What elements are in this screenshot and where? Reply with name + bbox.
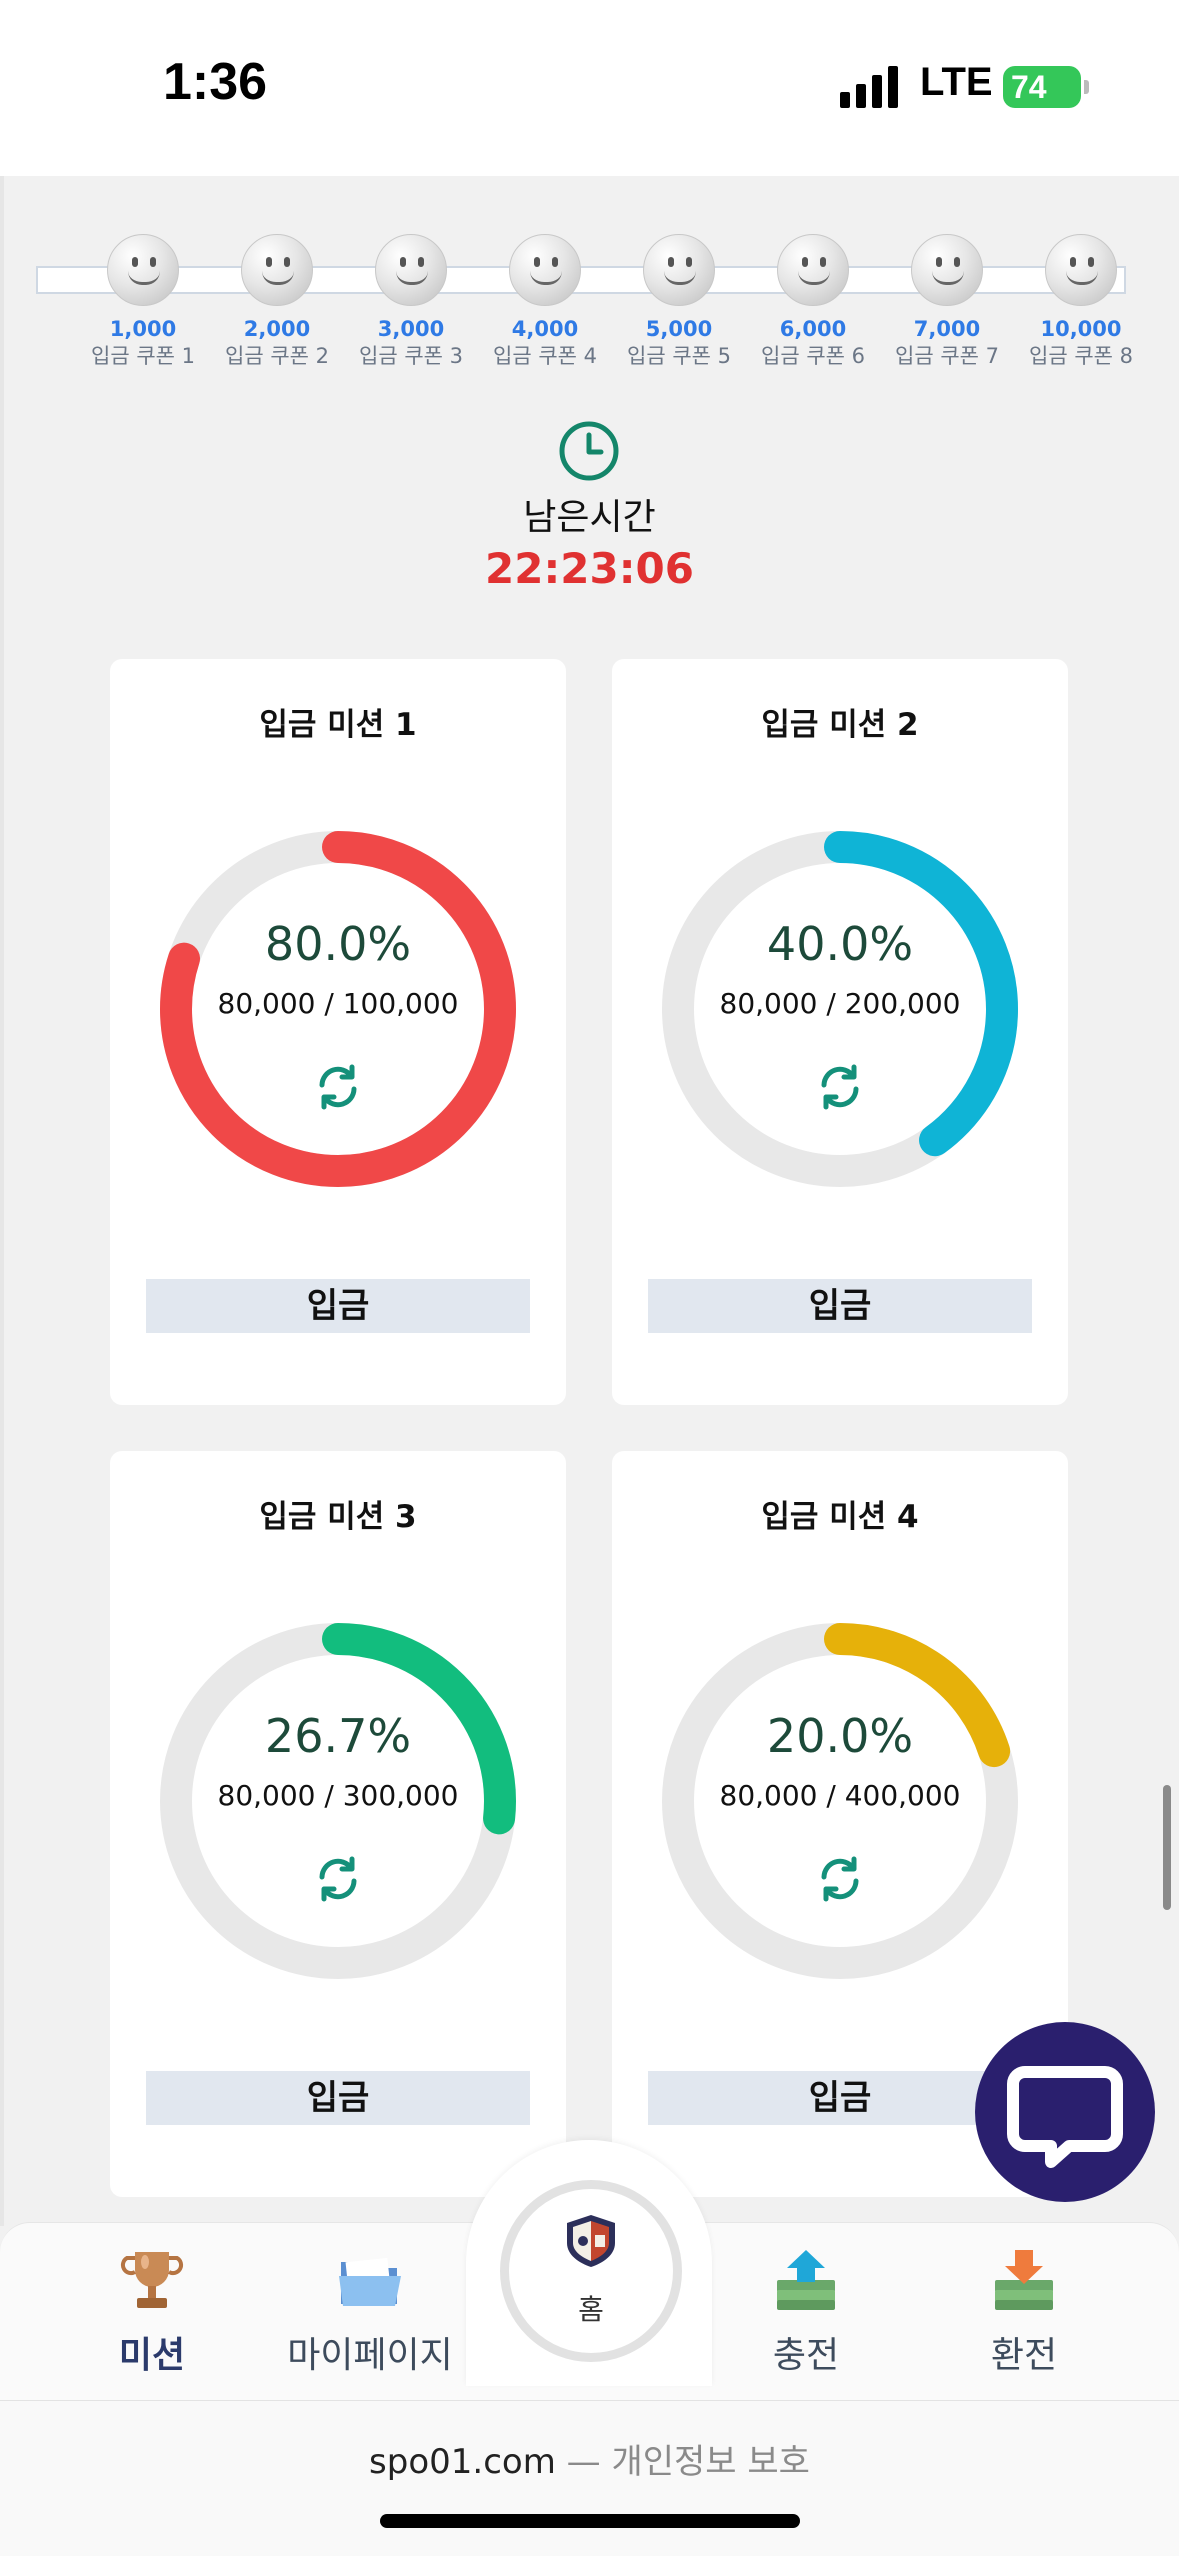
coupon-amount: 1,000: [109, 317, 177, 341]
nav-home[interactable]: [500, 2180, 682, 2362]
privacy-link[interactable]: 개인정보 보호: [611, 2442, 810, 2482]
deposit-button[interactable]: 입금: [648, 1279, 1032, 1333]
coupon-item: 3,000 입금 쿠폰 3: [341, 234, 481, 370]
chat-button[interactable]: [975, 2022, 1155, 2202]
nav-exchange[interactable]: 환전: [924, 2246, 1124, 2378]
smiley-ball-icon: [375, 234, 447, 306]
coupon-item: 5,000 입금 쿠폰 5: [609, 234, 749, 370]
deposit-button[interactable]: 입금: [648, 2071, 1032, 2125]
coupon-amount: 4,000: [511, 317, 579, 341]
home-logo-icon: [567, 2215, 615, 2267]
url-separator: —: [555, 2442, 612, 2482]
smiley-ball-icon: [107, 234, 179, 306]
url-text[interactable]: spo01.com — 개인정보 보호: [0, 2434, 1179, 2483]
mission-title: 입금 미션 2: [761, 707, 919, 743]
refresh-icon[interactable]: [310, 1059, 366, 1115]
refresh-icon[interactable]: [310, 1851, 366, 1907]
url-domain: spo01.com: [369, 2442, 556, 2482]
deposit-button[interactable]: 입금: [146, 1279, 530, 1333]
network-type: LTE: [920, 60, 993, 104]
coupon-label: 입금 쿠폰 4: [493, 344, 597, 368]
smiley-ball-icon: [1045, 234, 1117, 306]
nav-mission-label: 미션: [118, 2335, 186, 2376]
coupon-item: 4,000 입금 쿠폰 4: [475, 234, 615, 370]
status-time: 1:36: [163, 53, 268, 111]
coupon-amount: 3,000: [377, 317, 445, 341]
smiley-ball-icon: [241, 234, 313, 306]
battery-icon: 74: [1003, 66, 1089, 108]
mission-ratio: 80,000 / 300,000: [217, 1779, 459, 1812]
mission-title: 입금 미션 1: [259, 707, 417, 743]
mission-percent: 20.0%: [766, 1709, 914, 1763]
smiley-ball-icon: [777, 234, 849, 306]
coupon-amount: 7,000: [913, 317, 981, 341]
trophy-icon: [120, 2252, 184, 2308]
scrollbar[interactable]: [1163, 1785, 1171, 1910]
coupon-label: 입금 쿠폰 6: [761, 344, 865, 368]
browser-url-bar[interactable]: [0, 2400, 1179, 2556]
nav-mypage-label: 마이페이지: [287, 2335, 453, 2376]
coupon-item: 10,000 입금 쿠폰 8: [1011, 234, 1151, 370]
nav-mypage[interactable]: 마이페이지: [270, 2246, 470, 2378]
left-edge: [0, 176, 4, 2226]
mission-card: 입금 미션 2 40.0% 80,000 / 200,000 입금: [612, 659, 1068, 1405]
mission-percent: 40.0%: [766, 917, 914, 971]
nav-charge-label: 충전: [772, 2335, 840, 2376]
coupon-amount: 10,000: [1040, 317, 1122, 341]
nav-exchange-label: 환전: [990, 2335, 1058, 2376]
coupon-label: 입금 쿠폰 5: [627, 344, 731, 368]
progress-ring-fill: [160, 831, 516, 1187]
coupon-item: 7,000 입금 쿠폰 7: [877, 234, 1017, 370]
mission-ratio: 80,000 / 400,000: [719, 1779, 961, 1812]
chat-bubble-icon: [1007, 2066, 1123, 2168]
smiley-ball-icon: [911, 234, 983, 306]
coupon-item: 6,000 입금 쿠폰 6: [743, 234, 883, 370]
money-down-arrow-icon: [995, 2250, 1053, 2310]
nav-mission[interactable]: 미션: [52, 2246, 252, 2378]
coupon-label: 입금 쿠폰 3: [359, 344, 463, 368]
progress-ring: [662, 831, 1018, 1187]
deposit-button[interactable]: 입금: [146, 2071, 530, 2125]
coupon-amount: 5,000: [645, 317, 713, 341]
mission-card: 입금 미션 1 80.0% 80,000 / 100,000 입금: [110, 659, 566, 1405]
progress-ring-fill: [160, 1623, 516, 1979]
coupon-label: 입금 쿠폰 8: [1029, 344, 1133, 368]
mission-percent: 80.0%: [264, 917, 412, 971]
money-up-arrow-icon: [777, 2250, 835, 2310]
mission-ratio: 80,000 / 100,000: [217, 987, 459, 1020]
status-bar: 1:36 LTE 74: [0, 0, 1179, 176]
folder-icon: [339, 2257, 401, 2306]
remaining-time-value: 22:23:06: [485, 544, 694, 593]
mission-percent: 26.7%: [264, 1709, 412, 1763]
progress-ring: [160, 831, 516, 1187]
coupon-label: 입금 쿠폰 7: [895, 344, 999, 368]
clock-icon: [559, 421, 619, 481]
progress-ring: [160, 1623, 516, 1979]
coupon-item: 1,000 입금 쿠폰 1: [73, 234, 213, 370]
coupon-item: 2,000 입금 쿠폰 2: [207, 234, 347, 370]
progress-ring-fill: [662, 831, 1018, 1187]
signal-icon: [840, 66, 898, 108]
home-indicator: [380, 2514, 800, 2528]
refresh-icon[interactable]: [812, 1059, 868, 1115]
battery-level: 74: [1011, 69, 1047, 105]
coupon-amount: 6,000: [779, 317, 847, 341]
mission-ratio: 80,000 / 200,000: [719, 987, 961, 1020]
coupon-label: 입금 쿠폰 1: [91, 344, 195, 368]
coupon-amount: 2,000: [243, 317, 311, 341]
smiley-ball-icon: [509, 234, 581, 306]
mission-title: 입금 미션 3: [259, 1499, 417, 1535]
refresh-icon[interactable]: [812, 1851, 868, 1907]
smiley-ball-icon: [643, 234, 715, 306]
mission-title: 입금 미션 4: [761, 1499, 919, 1535]
progress-ring-fill: [662, 1623, 1018, 1979]
mission-card: 입금 미션 3 26.7% 80,000 / 300,000 입금: [110, 1451, 566, 2197]
nav-home-label: 홈: [578, 2293, 604, 2326]
nav-charge[interactable]: 충전: [706, 2246, 906, 2378]
progress-ring: [662, 1623, 1018, 1979]
remaining-time-label: 남은시간: [523, 497, 656, 538]
coupon-label: 입금 쿠폰 2: [225, 344, 329, 368]
